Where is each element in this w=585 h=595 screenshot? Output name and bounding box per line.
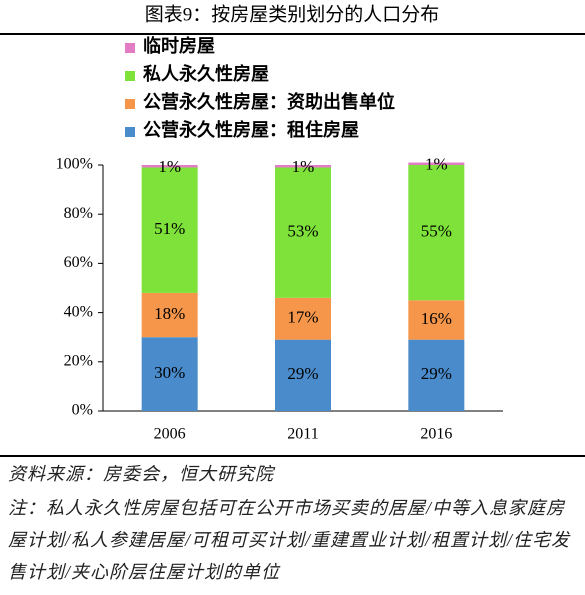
data-label: 18% [154, 304, 185, 323]
data-label: 1% [292, 157, 315, 176]
legend-swatch [125, 43, 135, 53]
bar-segment [275, 165, 331, 168]
y-tick-label: 60% [64, 254, 93, 271]
x-tick-label: 2011 [287, 426, 318, 443]
chart: 图表9：按房屋类别划分的人口分布 公营永久性房屋：租住房屋 公营永久性房屋：资助出… [0, 3, 585, 457]
bar-segment [408, 165, 465, 301]
bar-segment [141, 337, 198, 411]
y-tick-label: 100% [56, 156, 93, 173]
data-label: 17% [287, 308, 318, 327]
legend-swatch [125, 127, 135, 137]
legend-swatch [125, 71, 135, 81]
note: 注：私人永久性房屋包括可在公开市场买卖的居屋/中等入息家庭房屋计划/私人参建居屋… [8, 498, 571, 582]
y-tick-label: 20% [64, 352, 93, 369]
legend-label: 公营永久性房屋：租住房屋 [143, 119, 359, 140]
bar-segment [141, 165, 198, 168]
legend-label: 私人永久性房屋 [143, 63, 269, 84]
bar-segment [408, 300, 465, 340]
bar-segment [275, 297, 331, 340]
data-label: 29% [421, 364, 452, 383]
bar-segment [141, 292, 198, 338]
bar-segment [141, 167, 198, 293]
source: 资料来源：房委会，恒大研究院 [8, 464, 274, 484]
legend-label: 公营永久性房屋：资助出售单位 [143, 91, 395, 112]
data-label: 1% [425, 154, 448, 173]
bar-segment [408, 162, 465, 165]
y-tick-label: 40% [64, 303, 93, 320]
chart-title: 图表9：按房屋类别划分的人口分布 [145, 3, 440, 25]
data-label: 1% [158, 157, 181, 176]
bar-segment [275, 339, 331, 411]
data-label: 29% [287, 364, 318, 383]
data-label: 53% [287, 222, 318, 241]
legend-swatch [125, 99, 135, 109]
data-label: 30% [154, 363, 185, 382]
data-label: 51% [154, 219, 185, 238]
x-tick-label: 2006 [154, 426, 186, 443]
data-label: 16% [421, 309, 452, 328]
legend-label: 临时房屋 [143, 35, 215, 56]
bar-segment [275, 167, 331, 298]
y-tick-label: 0% [72, 402, 93, 419]
x-tick-label: 2016 [420, 426, 452, 443]
y-tick-label: 80% [64, 205, 93, 222]
bar-segment [408, 339, 465, 411]
data-label: 55% [421, 222, 452, 241]
